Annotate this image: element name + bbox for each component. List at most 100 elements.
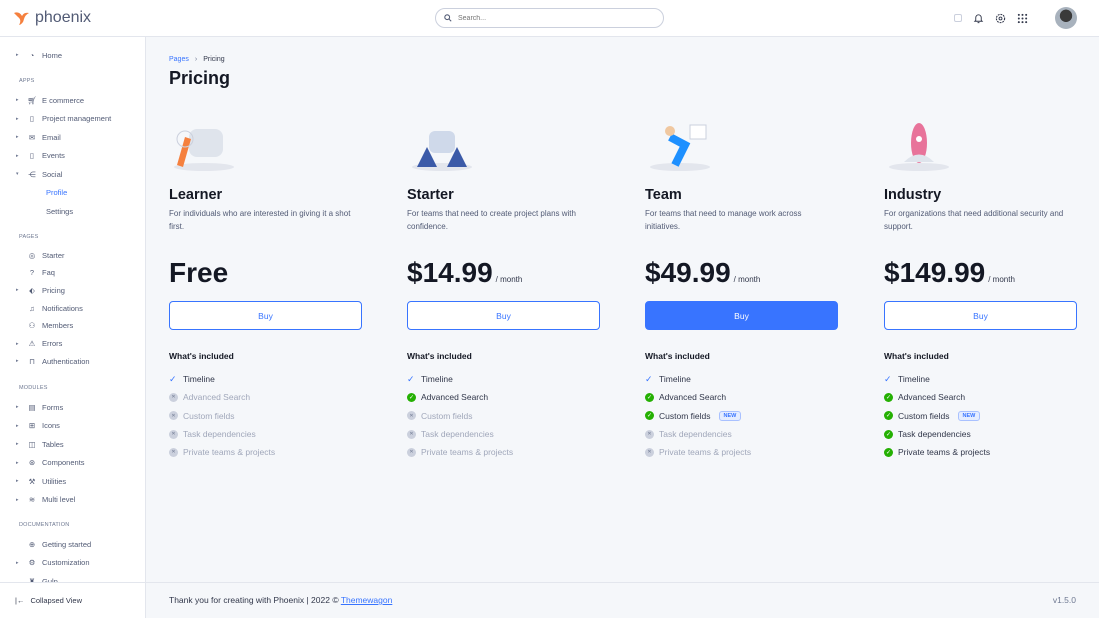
sidebar-item-starter[interactable]: ◎ Starter [16,249,65,261]
sidebar-item-email[interactable]: ▸ ✉︎ Email [16,131,61,143]
members-icon: ⚇ [28,321,36,331]
feature-item: ✓ Advanced Search [645,388,838,406]
email-icon: ✉︎ [28,132,36,142]
check-icon: ✓ [884,373,892,384]
feature-label: Timeline [659,374,691,385]
plan-price: $49.99/ month [645,257,838,295]
feature-item: ✓ Custom fields NEW [884,407,1077,425]
sidebar-subitem-settings[interactable]: Settings [46,206,74,216]
sidebar-item-icons[interactable]: ▸ ⊞ Icons [16,420,60,432]
search-input[interactable] [458,14,638,22]
x-circle-icon: ✕ [169,447,178,457]
buy-button[interactable]: Buy [645,301,838,330]
sidebar-subitem-profile[interactable]: Profile [46,188,68,197]
sidebar-item-label: Faq [42,268,55,278]
caret-right-icon: ▸ [16,134,19,140]
price-amount: Free [169,257,229,288]
feature-label: Timeline [898,374,930,385]
feature-label: Timeline [421,374,453,385]
plan-card-team: Team For teams that need to manage work … [645,117,838,461]
errors-icon: ⚠︎ [28,339,36,348]
getting-started-icon: ⊕ [28,539,36,549]
plan-price: $14.99/ month [407,257,600,295]
sidebar-item-getting-started[interactable]: ⊕ Getting started [16,538,91,550]
feature-list: ✓ Timeline ✓ Advanced Search ✕ Custom fields ✕… [407,370,600,461]
sidebar-item-label: Utilities [42,476,67,486]
apps-grid-icon[interactable] [1017,13,1028,24]
breadcrumb-current: Pricing [203,56,225,63]
sidebar-item-label: Events [42,151,65,160]
sidebar-item-label: Multi level [42,495,76,504]
avatar[interactable] [1055,7,1077,29]
check-icon: ✓ [645,373,653,384]
sidebar-item-components[interactable]: ▸ ⊛ Components [16,457,85,469]
feature-label: Private teams & projects [183,447,276,458]
x-circle-icon: ✕ [407,447,416,457]
collapsed-view-button[interactable]: |← Collapsed View [0,582,145,618]
sidebar-item-forms[interactable]: ▸ ▤ Forms [16,401,63,413]
sidebar-item-label: Components [42,458,85,467]
sidebar-item-gulp[interactable]: ♜ Gulp [16,575,58,587]
logo[interactable]: phoenix [13,9,91,27]
sidebar-item-faq[interactable]: ? Faq [16,267,55,279]
sidebar-item-label: Authentication [42,356,90,366]
components-icon: ⊛ [28,458,36,467]
pricing-icon: ⬖ [29,285,35,295]
multi-level-icon: ≋ [28,495,36,504]
plan-card-industry: Industry For organizations that need add… [884,117,1077,461]
search-box[interactable] [435,8,664,28]
feature-item: ✓ Private teams & projects [884,443,1077,461]
customization-icon: ⚙︎ [28,558,36,567]
feature-item: ✕ Task dependencies [645,425,838,443]
sidebar-item-label: Members [42,321,74,331]
x-circle-icon: ✕ [645,447,654,457]
sidebar-item-customization[interactable]: ▸ ⚙︎ Customization [16,557,90,569]
feature-item: ✕ Custom fields [169,407,362,425]
sidebar-item-multi-level[interactable]: ▸ ≋ Multi level [16,494,75,506]
check-circle-icon: ✓ [884,429,893,439]
check-circle-icon: ✓ [884,392,893,402]
feature-label: Task dependencies [183,429,256,440]
bell-icon[interactable] [973,13,984,24]
caret-right-icon: ▸ [16,478,19,484]
price-period: / month [988,275,1015,284]
sidebar-item-events[interactable]: ▸ ▯ Events [16,150,65,162]
feature-list: ✓ Timeline ✕ Advanced Search ✕ Custom fields ✕… [169,370,362,461]
sidebar-item-errors[interactable]: ▸ ⚠︎ Errors [16,338,62,350]
sidebar-item-members[interactable]: ⚇ Members [16,320,74,332]
theme-toggle-icon[interactable] [954,14,962,22]
caret-right-icon: ▸ [16,404,19,410]
caret-right-icon: ▸ [16,441,19,447]
feature-item: ✓ Timeline [884,370,1077,388]
sidebar-item-utilities[interactable]: ▸ ⚒︎ Utilities [16,475,66,487]
sidebar-item-pricing[interactable]: ▸ ⬖ Pricing [16,284,65,296]
sidebar-item-label: Customization [42,558,90,567]
caret-down-icon: ▾ [16,171,19,177]
footer: Thank you for creating with Phoenix | 20… [146,582,1099,618]
sidebar-item-notifications[interactable]: ♫ Notifications [16,302,83,314]
buy-button[interactable]: Buy [169,301,362,330]
sidebar-item-label: Tables [42,439,64,449]
plan-description: For individuals who are interested in gi… [169,209,351,231]
plan-name: Starter [407,187,454,203]
sidebar-item-authentication[interactable]: ▸ ⊓ Authentication [16,355,90,367]
feature-item: ✕ Private teams & projects [645,443,838,461]
themewagon-link[interactable]: Themewagon [340,595,393,605]
buy-button[interactable]: Buy [884,301,1077,330]
home-icon: ◔ [29,50,35,60]
sidebar-item-home[interactable]: ▸ ◔ Home [16,49,62,61]
plan-card-starter: Starter For teams that need to create pr… [407,117,600,461]
gear-icon[interactable] [995,13,1006,24]
sidebar-item-project-management[interactable]: ▸ ▯ Project management [16,113,111,125]
sidebar-item-e-commerce[interactable]: ▸ 🛒︎ E commerce [16,94,84,106]
sidebar-item-social[interactable]: ▾ ⋲ Social [16,168,62,180]
breadcrumb-pages[interactable]: Pages [169,56,189,63]
check-circle-icon: ✓ [407,392,416,402]
sidebar-item-label: Home [42,50,63,60]
buy-button[interactable]: Buy [407,301,600,330]
sidebar-item-tables[interactable]: ▸ ◫ Tables [16,438,64,450]
feature-item: ✓ Advanced Search [884,388,1077,406]
feature-item: ✓ Custom fields NEW [645,407,838,425]
plan-card-learner: Learner For individuals who are interest… [169,117,362,461]
feature-item: ✕ Custom fields [407,407,600,425]
